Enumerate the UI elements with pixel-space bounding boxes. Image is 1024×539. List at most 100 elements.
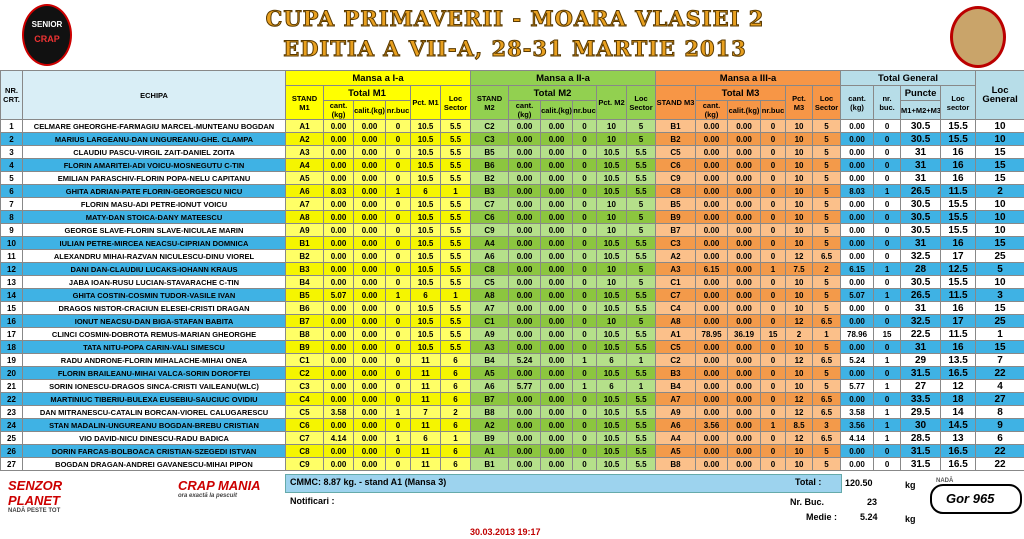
table-cell: 7	[0, 197, 23, 211]
table-cell: 6.5	[812, 314, 842, 328]
table-cell: 28	[900, 262, 942, 276]
table-cell: 0	[572, 405, 597, 419]
table-cell: C4	[285, 392, 324, 406]
logo-text: SENZOR PLANET	[8, 478, 63, 508]
table-cell: 1	[873, 262, 902, 276]
table-cell: 10	[596, 314, 627, 328]
table-cell: 5	[812, 275, 842, 289]
table-cell: 0	[760, 132, 787, 146]
team-cell: TATA NITU-POPA CARIN-VALI SIMESCU	[22, 340, 286, 354]
table-cell: 0.00	[508, 249, 541, 263]
date: 30.03.2013 19:17	[470, 527, 541, 537]
table-cell: B9	[655, 210, 697, 224]
table-cell: 30.5	[900, 119, 942, 133]
table-cell: 0.00	[727, 197, 762, 211]
table-cell: A8	[285, 210, 324, 224]
table-cell: 0	[572, 301, 597, 315]
table-cell: 5.5	[625, 301, 657, 315]
table-cell: 10.5	[596, 145, 627, 159]
logo-text: NADĂ PESTE TOT	[8, 508, 61, 514]
table-cell: 7	[975, 353, 1024, 367]
col-header: nr.buc	[760, 100, 787, 120]
table-cell: 3.56	[695, 418, 729, 432]
table-cell: 0	[760, 366, 787, 380]
table-cell: C9	[470, 223, 509, 237]
table-cell: 0	[760, 197, 787, 211]
table-cell: C1	[470, 314, 509, 328]
col-header: Mansa a II-a	[469, 70, 657, 86]
table-cell: 31	[900, 340, 942, 354]
table-row: 23 DAN MITRANESCU-CATALIN BORCAN-VIOREL C…	[0, 405, 1024, 419]
table-cell: A4	[655, 431, 697, 445]
table-cell: 0	[873, 197, 902, 211]
col-header: cant.(kg)	[323, 100, 354, 120]
table-cell: 31.5	[900, 444, 942, 458]
table-cell: 16.5	[940, 457, 977, 471]
table-cell: 10.5	[596, 418, 627, 432]
table-cell: 6	[410, 184, 441, 198]
table-cell: 0.00	[540, 236, 573, 250]
table-cell: C6	[470, 210, 509, 224]
col-header: cant.(kg)	[695, 100, 729, 120]
table-cell: 0.00	[323, 262, 354, 276]
table-cell: 0	[572, 210, 597, 224]
table-cell: 6	[975, 431, 1024, 445]
logo-text: CRAP	[34, 34, 60, 44]
table-cell: A8	[655, 314, 697, 328]
table-cell: 0.00	[508, 314, 541, 328]
table-cell: 21	[0, 379, 23, 393]
table-cell: 0.00	[540, 314, 573, 328]
table-cell: 6	[440, 444, 471, 458]
table-cell: A7	[285, 197, 324, 211]
table-cell: 0	[385, 210, 411, 224]
table-cell: 0.00	[695, 444, 729, 458]
col-header: STAND M1	[285, 85, 324, 120]
table-cell: 0.00	[727, 353, 762, 367]
table-cell: 10	[785, 379, 814, 393]
table-cell: A3	[655, 262, 697, 276]
table-cell: 0.00	[508, 184, 541, 198]
table-cell: 0.00	[323, 353, 354, 367]
table-cell: 15.5	[940, 223, 977, 237]
table-row: 7 FLORIN MASU-ADI PETRE-IONUT VOICU A7 0.00…	[0, 197, 1024, 211]
logo-text: ora exactă la pescuit	[178, 493, 238, 499]
table-cell: 12	[785, 249, 814, 263]
table-cell: 12	[785, 405, 814, 419]
table-cell: 0	[572, 444, 597, 458]
table-cell: 11	[410, 392, 441, 406]
table-cell: 0.00	[540, 327, 573, 341]
table-cell: 10	[785, 366, 814, 380]
table-cell: 0.00	[323, 210, 354, 224]
table-cell: 0.00	[840, 171, 875, 185]
table-cell: A1	[470, 444, 509, 458]
table-cell: B4	[470, 353, 509, 367]
table-cell: 5	[625, 132, 657, 146]
table-cell: A6	[470, 249, 509, 263]
table-cell: 10.5	[410, 301, 441, 315]
table-cell: 2	[440, 405, 471, 419]
table-row: 20 FLORIN BRAILEANU-MIHAI VALCA-SORIN DOR…	[0, 366, 1024, 380]
table-cell: 1	[760, 262, 787, 276]
table-cell: 0	[385, 444, 411, 458]
table-cell: 6.15	[695, 262, 729, 276]
table-cell: B7	[470, 392, 509, 406]
table-cell: 0.00	[540, 158, 573, 172]
table-cell: 18	[0, 340, 23, 354]
table-cell: 0.00	[323, 145, 354, 159]
table-cell: 1	[385, 431, 411, 445]
table-cell: B4	[285, 275, 324, 289]
table-cell: 0.00	[727, 392, 762, 406]
table-cell: 0	[385, 145, 411, 159]
table-cell: 6.5	[812, 353, 842, 367]
table-cell: 0.00	[353, 366, 386, 380]
table-cell: 11	[410, 457, 441, 471]
table-cell: 1	[572, 353, 597, 367]
table-cell: 0.00	[353, 119, 386, 133]
table-cell: 0.00	[353, 405, 386, 419]
table-cell: 1	[385, 288, 411, 302]
table-cell: 10	[785, 119, 814, 133]
table-cell: 5.5	[440, 236, 471, 250]
table-cell: 1	[625, 353, 657, 367]
table-cell: A2	[285, 132, 324, 146]
table-cell: 5.5	[625, 418, 657, 432]
